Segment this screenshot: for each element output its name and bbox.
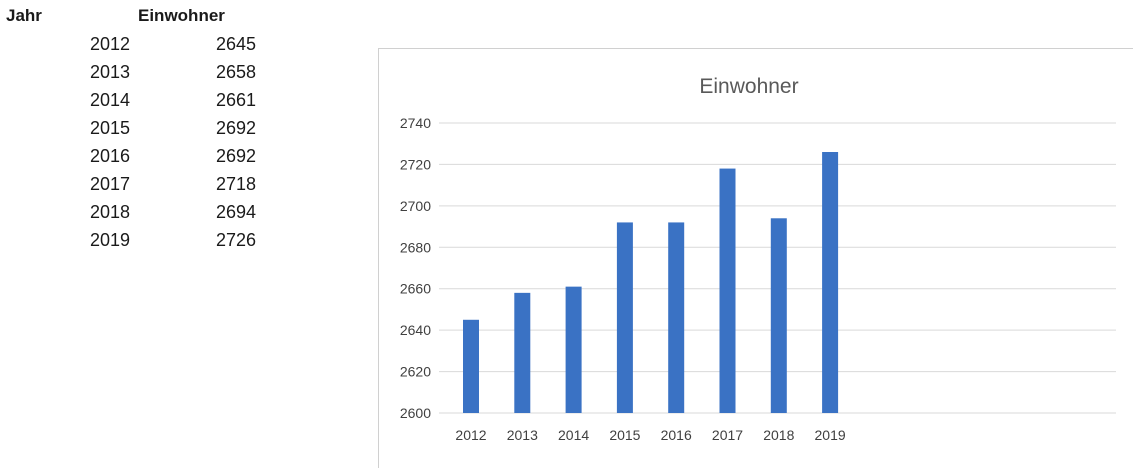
bar-2013[interactable]	[514, 292, 531, 413]
x-tick-label: 2014	[558, 427, 589, 443]
table-cell-year: 2018	[89, 202, 130, 222]
y-tick-label: 2600	[400, 405, 431, 421]
x-tick-label: 2015	[609, 427, 640, 443]
table-cell-value: 2718	[215, 174, 256, 194]
table-cell-year: 2015	[89, 118, 130, 138]
table-cell-value: 2645	[215, 34, 256, 54]
bars	[463, 152, 839, 413]
x-tick-label: 2013	[507, 427, 538, 443]
table-cell-year: 2013	[89, 62, 130, 82]
table-header-value: Einwohner	[138, 6, 225, 25]
bar-chart: Einwohner 2600 2620 2640 2660 2680 2700 2720 27…	[400, 75, 1116, 443]
y-tick-label: 2660	[400, 281, 431, 297]
chart-area[interactable]: Einwohner 2600 2620 2640 2660 2680 2700 2720 27…	[378, 48, 1133, 468]
bar-2012[interactable]	[463, 319, 479, 413]
y-tick-label: 2700	[400, 198, 431, 214]
table-cell-value: 2692	[215, 118, 256, 138]
data-table: Jahr Einwohner 2012 2645 2013 2658 2014 …	[0, 0, 380, 260]
x-tick-label: 2018	[763, 427, 794, 443]
y-tick-label: 2620	[400, 364, 431, 380]
x-tick-label: 2017	[712, 427, 743, 443]
y-axis-ticks: 2600 2620 2640 2660 2680 2700 2720 2740	[400, 115, 431, 421]
table-cell-value: 2694	[215, 202, 256, 222]
x-axis-ticks: 2012 2013 2014 2015 2016 2017 2018 2019	[455, 427, 845, 443]
table-cell-year: 2019	[89, 230, 130, 250]
x-tick-label: 2019	[815, 427, 846, 443]
y-tick-label: 2680	[400, 239, 431, 255]
table-cell-year: 2016	[89, 146, 130, 166]
y-tick-label: 2640	[400, 322, 431, 338]
table-cell-year: 2017	[89, 174, 130, 194]
bar-2017[interactable]	[719, 168, 736, 413]
bar-2016[interactable]	[668, 222, 685, 413]
table-cell-value: 2661	[215, 90, 256, 110]
table-cell-year: 2012	[89, 34, 130, 54]
x-tick-label: 2012	[455, 427, 486, 443]
x-tick-label: 2016	[661, 427, 692, 443]
y-tick-label: 2740	[400, 115, 431, 131]
chart-title: Einwohner	[699, 75, 798, 98]
table-header-year: Jahr	[6, 6, 42, 25]
bar-2019[interactable]	[822, 152, 839, 413]
bar-2014[interactable]	[565, 286, 582, 413]
bar-2018[interactable]	[770, 218, 787, 413]
table-cell-value: 2726	[215, 230, 256, 250]
bar-2015[interactable]	[616, 222, 633, 413]
table-cell-value: 2692	[215, 146, 256, 166]
y-tick-label: 2720	[400, 156, 431, 172]
table-cell-value: 2658	[215, 62, 256, 82]
table-cell-year: 2014	[89, 90, 130, 110]
